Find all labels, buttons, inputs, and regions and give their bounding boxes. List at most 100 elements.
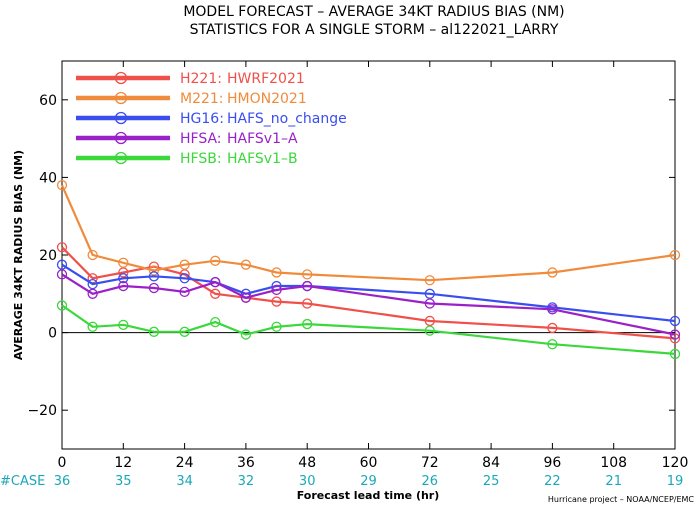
data-point <box>210 316 221 328</box>
legend-item: HG16: HAFS_no_change <box>76 111 347 127</box>
legend-item: HFSB: HAFSv1–B <box>76 151 298 167</box>
data-point <box>302 318 313 330</box>
data-point <box>302 298 313 309</box>
x-tick-label: 60 <box>360 455 378 471</box>
y-tick-label: 60 <box>39 93 57 109</box>
case-count: 25 <box>483 474 500 489</box>
data-point <box>56 180 68 191</box>
series-hafsv1-a <box>56 269 681 340</box>
data-point <box>87 249 98 261</box>
case-count: 32 <box>238 474 255 489</box>
data-point <box>210 288 221 299</box>
credit-text: Hurricane project – NOAA/NCEP/EMC <box>548 495 695 504</box>
data-point <box>547 267 558 278</box>
case-row-label: #CASE <box>0 474 45 489</box>
data-point <box>669 315 681 327</box>
data-point <box>56 300 68 311</box>
data-point <box>271 267 282 278</box>
legend-item: M221: HMON2021 <box>76 91 307 107</box>
case-count: 21 <box>605 474 622 489</box>
data-point <box>669 348 681 360</box>
case-row: #CASE 36 35 34 32 30 29 26 25 22 21 19 <box>0 474 683 489</box>
series-line <box>61 246 676 340</box>
data-point <box>240 292 252 303</box>
data-point <box>271 296 282 307</box>
chart-title: MODEL FORECAST – AVERAGE 34KT RADIUS BIA… <box>183 4 564 20</box>
chart-subtitle: STATISTICS FOR A SINGLE STORM – al122021… <box>190 22 559 38</box>
data-point <box>118 280 129 292</box>
data-point <box>148 271 160 282</box>
legend-code: HFSA: <box>180 131 222 147</box>
data-point <box>179 273 190 284</box>
data-point <box>118 257 129 268</box>
series-line <box>60 184 676 282</box>
case-count: 30 <box>299 474 316 489</box>
data-point <box>56 269 68 280</box>
legend-code: H221: <box>180 71 222 87</box>
data-point <box>210 255 221 266</box>
x-tick-label: 24 <box>176 455 194 471</box>
data-point <box>302 269 313 280</box>
x-tick-label: 108 <box>600 455 627 471</box>
data-point <box>148 282 160 294</box>
y-tick-label: −20 <box>27 403 57 419</box>
x-tick-label: 120 <box>662 455 689 471</box>
y-tick-label: 40 <box>39 170 57 186</box>
data-point <box>424 325 435 336</box>
legend-marker <box>114 111 128 125</box>
data-point <box>179 326 190 337</box>
series-hafsv1-b <box>56 300 681 360</box>
x-axis-label: Forecast lead time (hr) <box>297 489 440 502</box>
data-point <box>87 321 98 332</box>
data-point <box>424 298 435 309</box>
data-point <box>148 326 160 337</box>
legend-marker <box>114 131 128 145</box>
data-point <box>179 259 190 270</box>
x-tick-label: 96 <box>543 455 561 471</box>
data-point <box>271 321 282 332</box>
data-point <box>87 278 98 290</box>
data-point <box>302 280 313 292</box>
series-layer <box>56 180 681 360</box>
legend-marker <box>114 71 128 85</box>
legend-label: HMON2021 <box>227 91 307 107</box>
legend-marker <box>114 91 128 105</box>
x-tick-label: 12 <box>114 455 132 471</box>
legend-label: HWRF2021 <box>227 71 305 87</box>
data-point <box>148 265 160 276</box>
data-point <box>118 273 129 284</box>
legend-code: HG16: <box>180 111 224 127</box>
data-point <box>240 259 252 270</box>
series-line <box>61 273 676 336</box>
y-axis-label: AVERAGE 34KT RADIUS BIAS (NM) <box>12 150 25 360</box>
legend-marker <box>114 151 128 165</box>
y-tick-label: 0 <box>48 326 57 342</box>
data-point <box>210 277 221 288</box>
data-point <box>271 284 282 296</box>
case-count: 26 <box>422 474 439 489</box>
data-point <box>424 275 435 286</box>
case-count: 35 <box>115 474 132 489</box>
data-point <box>547 322 558 334</box>
data-point <box>547 339 558 350</box>
y-axis: −20 0 20 40 60 <box>27 93 675 419</box>
data-point <box>118 267 129 278</box>
case-count: 36 <box>54 474 71 489</box>
x-tick-label: 0 <box>58 455 67 471</box>
data-point <box>87 288 98 299</box>
case-count: 22 <box>544 474 561 489</box>
data-point <box>424 288 435 299</box>
case-count: 19 <box>667 474 684 489</box>
data-point <box>179 286 190 298</box>
x-tick-label: 84 <box>482 455 500 471</box>
case-count: 29 <box>360 474 377 489</box>
series-line <box>61 263 676 323</box>
data-point <box>56 242 68 253</box>
legend-label: HAFSv1–B <box>227 151 298 167</box>
x-tick-label: 36 <box>237 455 255 471</box>
data-point <box>669 329 681 340</box>
legend-code: HFSB: <box>180 151 222 167</box>
legend-code: M221: <box>180 91 224 107</box>
